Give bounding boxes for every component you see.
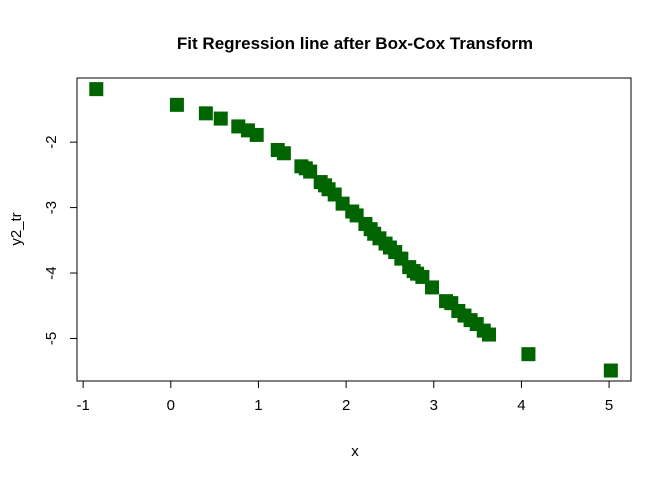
data-points (89, 82, 618, 378)
data-point (603, 363, 618, 378)
plot-area-frame (76, 77, 632, 382)
data-point (521, 347, 536, 362)
x-axis-label: x (351, 443, 359, 460)
data-point (425, 280, 440, 295)
data-point (249, 127, 264, 142)
y-tick-label: -2 (43, 135, 60, 148)
y-tick-label: -4 (43, 266, 60, 279)
y-axis-label: y2_tr (8, 212, 25, 245)
data-point (481, 327, 496, 342)
x-tick-label: 4 (517, 397, 525, 414)
data-point (198, 106, 213, 121)
y-tick-label: -5 (43, 332, 60, 345)
x-tick-label: 0 (167, 397, 175, 414)
x-tick-label: -1 (76, 397, 89, 414)
data-point (276, 146, 291, 161)
x-tick-label: 2 (342, 397, 350, 414)
x-axis: -1 0 1 2 3 4 5 (76, 380, 613, 414)
x-tick-label: 5 (605, 397, 613, 414)
y-axis: -2 -3 -4 -5 (43, 135, 78, 345)
data-point (303, 164, 318, 179)
x-tick-label: 3 (430, 397, 438, 414)
data-point (89, 82, 104, 97)
data-point (169, 97, 184, 112)
x-tick-label: 1 (254, 397, 262, 414)
chart-title: Fit Regression line after Box-Cox Transf… (177, 34, 533, 53)
y-tick-label: -3 (43, 201, 60, 214)
data-point (213, 111, 228, 126)
